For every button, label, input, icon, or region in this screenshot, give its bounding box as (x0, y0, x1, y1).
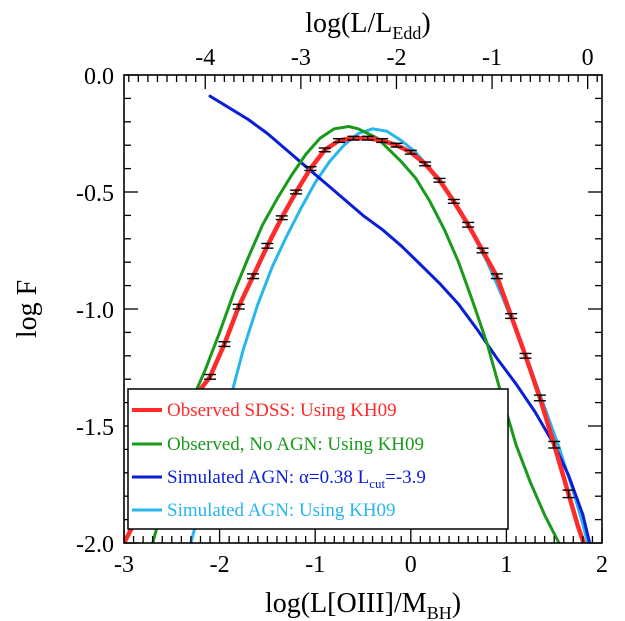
legend-entry: Simulated AGN: Using KH09 (132, 500, 396, 521)
x-tick-label: 0 (405, 552, 417, 578)
error-bar (275, 215, 288, 221)
error-bar (419, 161, 432, 167)
x-tick-label: -3 (114, 552, 134, 578)
error-bar (404, 149, 417, 155)
y-tick-label: -1.0 (76, 298, 114, 324)
error-bar (562, 489, 575, 499)
x-tick-label: 2 (596, 552, 608, 578)
error-bar (490, 273, 503, 280)
legend-entry: Observed SDSS: Using KH09 (132, 400, 397, 421)
top-tick-label: -2 (386, 45, 406, 71)
legend-box (127, 388, 509, 530)
y-tick-label: -0.5 (76, 181, 114, 207)
top-tick-label: -1 (482, 45, 502, 71)
x-axis-title: log(L[OIII]/MBH) (265, 588, 461, 621)
legend-label: Observed SDSS: Using KH09 (167, 400, 397, 421)
x-tick-label: -2 (210, 552, 230, 578)
legend-entry: Observed, No AGN: Using KH09 (132, 434, 424, 455)
error-bar (333, 137, 346, 144)
top-axis-title: log(L/LEdd) (305, 8, 430, 43)
x-tick-label: 1 (500, 552, 512, 578)
y-tick-label: 0.0 (84, 64, 114, 90)
axis-ticks (123, 74, 603, 544)
error-bar (361, 135, 374, 141)
y-tick-label: -2.0 (76, 532, 114, 558)
tick-labels: -3 -2 -1 0 1 2 -4 -3 -2 -1 0 0.0 -0.5 -1.0 -1.5 -2.0 (76, 45, 608, 578)
error-bar (476, 247, 489, 254)
legend: Observed SDSS: Using KH09 Observed, No A… (127, 388, 509, 530)
legend-label: Simulated AGN: Using KH09 (167, 500, 396, 521)
error-bar (519, 352, 532, 359)
legend-entry: Simulated AGN: α=0.38 Lcut=-3.9 (132, 467, 426, 491)
error-bar (533, 394, 546, 402)
y-axis-title: log F (12, 280, 43, 338)
error-bar (318, 147, 331, 153)
x-tick-label: -1 (305, 552, 325, 578)
error-bar (548, 440, 561, 449)
error-bar (290, 189, 303, 195)
error-bars (204, 135, 575, 499)
error-bar (204, 373, 217, 380)
error-bar (218, 341, 231, 348)
error-bar (462, 221, 475, 228)
error-bar (347, 135, 360, 141)
error-bar (433, 177, 446, 183)
error-bar (505, 312, 518, 320)
error-bar (390, 142, 403, 148)
top-tick-label: -4 (195, 45, 215, 71)
error-bar (304, 166, 317, 172)
y-tick-label: -1.5 (76, 415, 114, 441)
series-line (208, 94, 592, 543)
error-bar (261, 242, 274, 249)
error-bar (232, 303, 245, 310)
legend-label: Simulated AGN: α=0.38 Lcut=-3.9 (167, 467, 426, 491)
top-tick-label: 0 (582, 45, 594, 71)
error-bar (447, 198, 460, 204)
error-bar (247, 273, 260, 280)
legend-label: Observed, No AGN: Using KH09 (167, 434, 424, 455)
error-bar (376, 137, 389, 144)
series-line (151, 125, 561, 543)
top-tick-label: -3 (291, 45, 311, 71)
